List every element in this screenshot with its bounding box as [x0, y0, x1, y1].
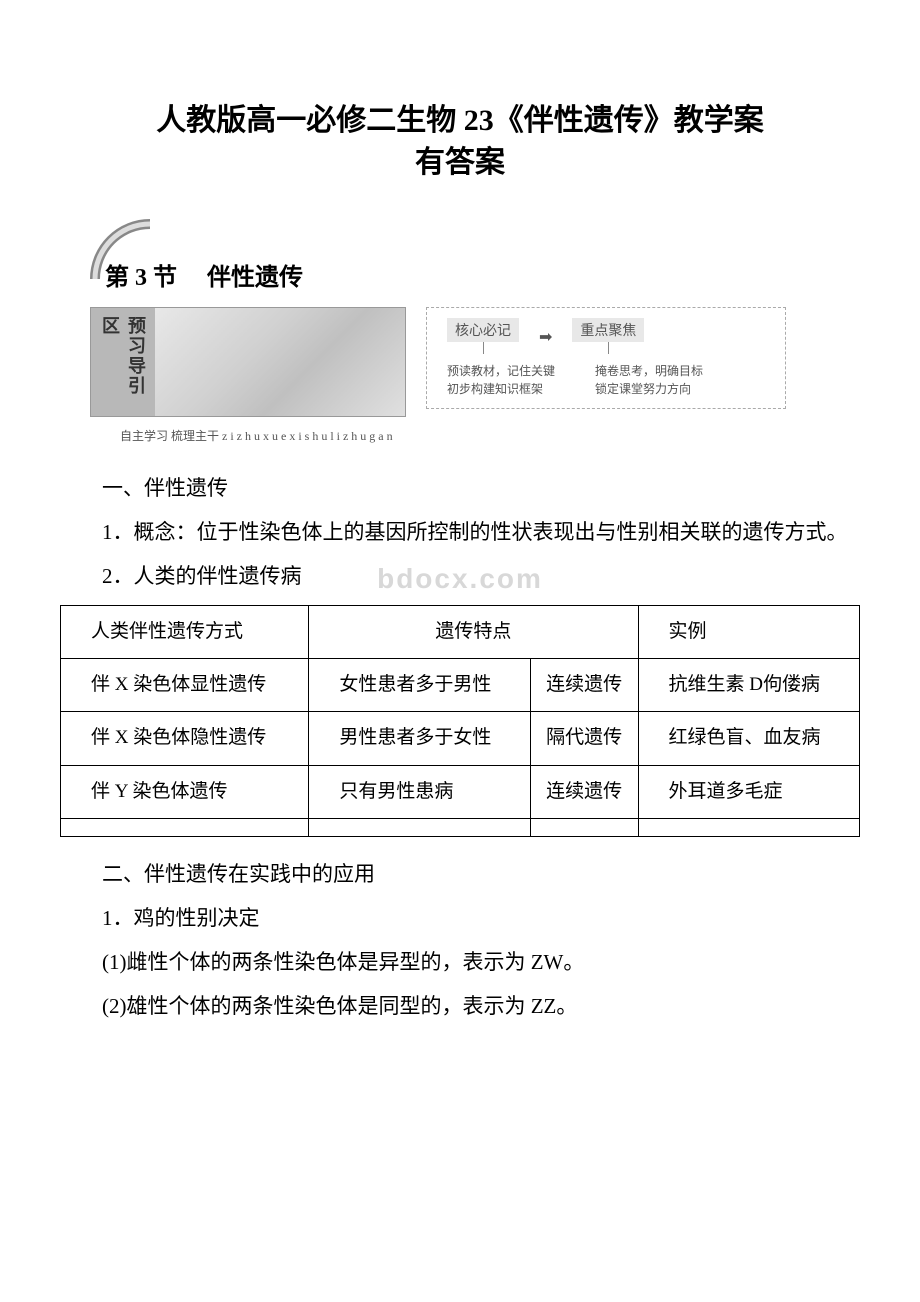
- vline-icon: [608, 342, 609, 354]
- table-row: 伴 X 染色体显性遗传 女性患者多于男性 连续遗传 抗维生素 D佝偻病: [61, 658, 860, 711]
- table-header-row: 人类伴性遗传方式 遗传特点 实例: [61, 605, 860, 658]
- vline-icon: [483, 342, 484, 354]
- td-feat-2a: 男性患者多于女性: [309, 712, 530, 765]
- title-line-2: 有答案: [415, 146, 505, 179]
- col2-line2: 锁定课堂努力方向: [595, 380, 703, 398]
- td-ex-3: 外耳道多毛症: [638, 765, 859, 818]
- heading-2: 二、伴性遗传在实践中的应用: [60, 855, 860, 895]
- empty-cell: [309, 818, 530, 836]
- document-title: 人教版高一必修二生物 23《伴性遗传》教学案 有答案: [60, 100, 860, 184]
- table-empty-row: [61, 818, 860, 836]
- preview-banner: 预习导引区 核心必记 ➡ 重点聚焦 预读教材，记住关键 初步构建知识框架 掩卷思…: [90, 307, 860, 417]
- banner-col-2: 掩卷思考，明确目标 锁定课堂努力方向: [595, 362, 703, 398]
- col1-line1: 预读教材，记住关键: [447, 362, 555, 380]
- core-box: 核心必记: [447, 318, 519, 342]
- arrow-right-icon: ➡: [539, 327, 552, 347]
- col1-line2: 初步构建知识框架: [447, 380, 555, 398]
- td-method-2: 伴 X 染色体隐性遗传: [61, 712, 309, 765]
- genetics-table: 人类伴性遗传方式 遗传特点 实例 伴 X 染色体显性遗传 女性患者多于男性 连续…: [60, 605, 860, 837]
- td-method-3: 伴 Y 染色体遗传: [61, 765, 309, 818]
- td-feat-3b: 连续遗传: [530, 765, 638, 818]
- td-feat-1b: 连续遗传: [530, 658, 638, 711]
- th-example: 实例: [638, 605, 859, 658]
- empty-cell: [530, 818, 638, 836]
- col2-line1: 掩卷思考，明确目标: [595, 362, 703, 380]
- left-banner: 预习导引区: [90, 307, 406, 417]
- paragraph-1: 1．概念：位于性染色体上的基因所控制的性状表现出与性别相关联的遗传方式。: [60, 513, 860, 553]
- paragraph-4: (1)雌性个体的两条性染色体是异型的，表示为 ZW。: [60, 943, 860, 983]
- focus-box: 重点聚焦: [572, 318, 644, 342]
- banner-top-row: 核心必记 ➡ 重点聚焦: [447, 318, 765, 356]
- td-feat-2b: 隔代遗传: [530, 712, 638, 765]
- th-method: 人类伴性遗传方式: [61, 605, 309, 658]
- section-title-text: 伴性遗传: [207, 265, 303, 291]
- section-number: 第 3 节: [105, 265, 177, 291]
- banner-caption: 自主学习 梳理主干 z i z h u x u e x i s h u l i …: [120, 427, 860, 444]
- section-number-title: 第 3 节 伴性遗传: [105, 257, 860, 292]
- td-feat-3a: 只有男性患病: [309, 765, 530, 818]
- th-feature: 遗传特点: [309, 605, 638, 658]
- td-ex-1: 抗维生素 D佝偻病: [638, 658, 859, 711]
- td-feat-1a: 女性患者多于男性: [309, 658, 530, 711]
- photo-placeholder: [155, 308, 405, 416]
- banner-col-1: 预读教材，记住关键 初步构建知识框架: [447, 362, 555, 398]
- paragraph-5: (2)雄性个体的两条性染色体是同型的，表示为 ZZ。: [60, 987, 860, 1027]
- empty-cell: [638, 818, 859, 836]
- paragraph-2: 2．人类的伴性遗传病: [60, 557, 860, 597]
- heading-1: 一、伴性遗传: [60, 469, 860, 509]
- table-row: 伴 Y 染色体遗传 只有男性患病 连续遗传 外耳道多毛症: [61, 765, 860, 818]
- banner-columns: 预读教材，记住关键 初步构建知识框架 掩卷思考，明确目标 锁定课堂努力方向: [447, 362, 765, 398]
- empty-cell: [61, 818, 309, 836]
- td-ex-2: 红绿色盲、血友病: [638, 712, 859, 765]
- right-banner: 核心必记 ➡ 重点聚焦 预读教材，记住关键 初步构建知识框架 掩卷思考，明确目标…: [426, 307, 786, 409]
- paragraph-3: 1．鸡的性别决定: [60, 899, 860, 939]
- td-method-1: 伴 X 染色体显性遗传: [61, 658, 309, 711]
- table-row: 伴 X 染色体隐性遗传 男性患者多于女性 隔代遗传 红绿色盲、血友病: [61, 712, 860, 765]
- vertical-label: 预习导引区: [91, 308, 155, 416]
- title-line-1: 人教版高一必修二生物 23《伴性遗传》教学案: [156, 104, 764, 137]
